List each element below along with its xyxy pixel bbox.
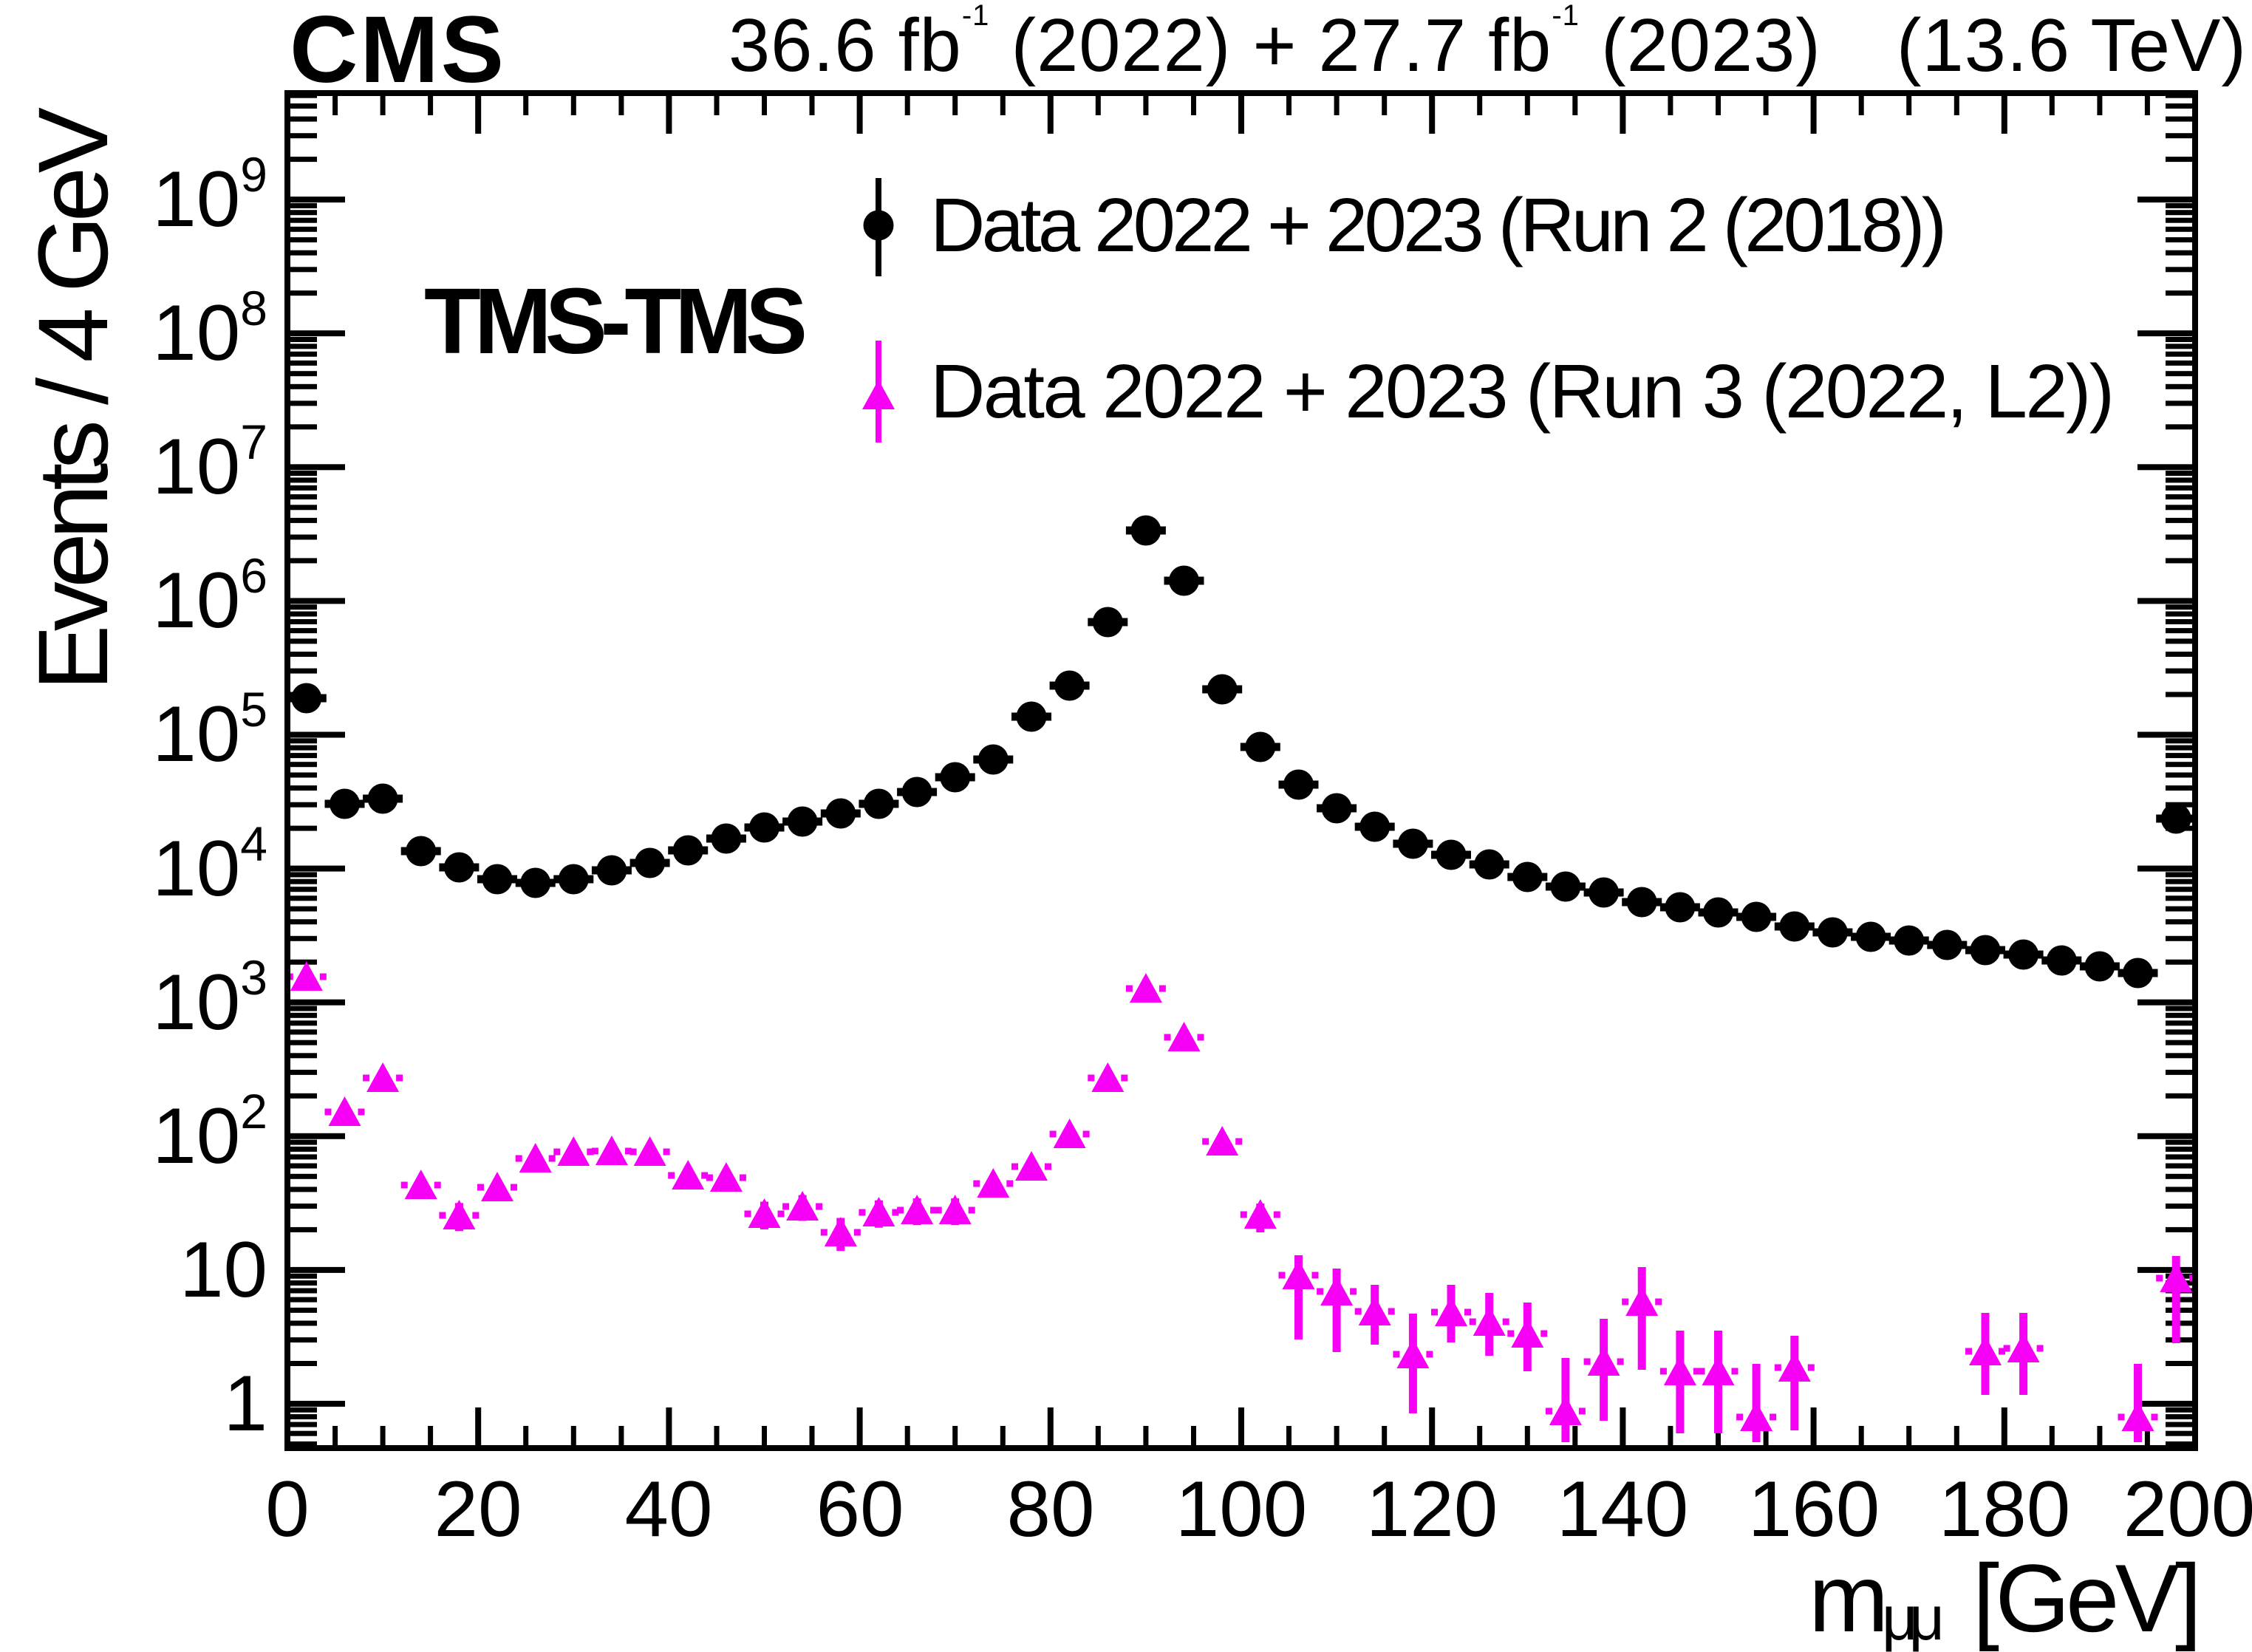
svg-text:80: 80	[1006, 1464, 1094, 1553]
svg-text:0: 0	[265, 1464, 310, 1553]
svg-text:Data 2022 + 2023 (Run 2 (2018): Data 2022 + 2023 (Run 2 (2018))	[930, 182, 1947, 267]
svg-text:200: 200	[2123, 1464, 2252, 1553]
svg-text:40: 40	[624, 1464, 712, 1553]
svg-text:120: 120	[1366, 1464, 1498, 1553]
svg-text:180: 180	[1939, 1464, 2071, 1553]
svg-text:140: 140	[1557, 1464, 1689, 1553]
svg-text:10: 10	[180, 1225, 267, 1314]
svg-text:CMS: CMS	[290, 0, 504, 103]
svg-text:m: m	[1809, 1544, 1888, 1652]
svg-text:[GeV]: [GeV]	[1973, 1544, 2202, 1652]
svg-text:100: 100	[1176, 1464, 1308, 1553]
svg-text:Data 2022 + 2023 (Run 3 (2022,: Data 2022 + 2023 (Run 3 (2022, L2))	[930, 349, 2115, 434]
svg-text:60: 60	[816, 1464, 904, 1553]
svg-text:36.6 fb-1 (2022) + 27.7 fb-1 (: 36.6 fb-1 (2022) + 27.7 fb-1 (2023) (13.…	[729, 0, 2246, 87]
svg-text:TMS-TMS: TMS-TMS	[424, 269, 808, 373]
svg-text:Events / 4 GeV: Events / 4 GeV	[18, 107, 129, 691]
svg-text:106: 106	[152, 548, 267, 644]
svg-text:μμ: μμ	[1882, 1583, 1945, 1652]
svg-text:20: 20	[434, 1464, 522, 1553]
svg-text:160: 160	[1748, 1464, 1880, 1553]
svg-text:1: 1	[223, 1359, 267, 1447]
